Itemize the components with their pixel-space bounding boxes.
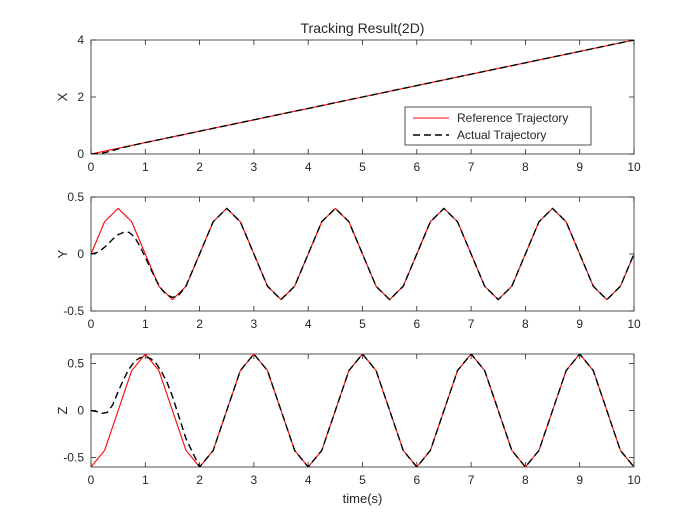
- y-axis-label: Y: [55, 249, 70, 258]
- chart-title: Tracking Result(2D): [301, 20, 425, 36]
- subplot-x: 0 1 2 3 4 5 6 7 8 9 10 0 2 4 X Tracking Result(2D) Refer…: [55, 20, 641, 174]
- y-tick-label: -0.5: [63, 451, 84, 465]
- plot-area: [91, 207, 634, 301]
- legend: Reference Trajectory Actual Trajectory: [404, 106, 592, 146]
- x-tick-label: 9: [576, 473, 583, 487]
- y-tick-label: 0: [77, 404, 84, 418]
- y-tick-label: 0.5: [67, 356, 84, 370]
- plot-area: [91, 40, 634, 154]
- x-tick-label: 9: [576, 317, 583, 331]
- x-tick-label: 9: [576, 160, 583, 174]
- series-line-actual-trajectory: [91, 207, 634, 301]
- y-tick-label: 0.5: [67, 190, 84, 204]
- legend-box: [404, 106, 592, 146]
- y-tick-label: 2: [77, 90, 84, 104]
- x-tick-label: 5: [359, 473, 366, 487]
- x-tick-label: 7: [468, 473, 475, 487]
- x-tick-label: 5: [359, 160, 366, 174]
- x-tick-label: 3: [251, 160, 258, 174]
- y-tick-label: 0: [77, 247, 84, 261]
- x-tick-label: 3: [251, 473, 258, 487]
- x-tick-label: 2: [196, 160, 203, 174]
- x-tick-label: 6: [413, 317, 420, 331]
- x-tick-label: 4: [305, 317, 312, 331]
- x-tick-label: 6: [413, 473, 420, 487]
- x-tick-label: 8: [522, 317, 529, 331]
- legend-label-actual-trajectory: Actual Trajectory: [457, 128, 546, 142]
- y-tick-label: -0.5: [63, 304, 84, 318]
- x-tick-label: 1: [142, 160, 149, 174]
- series-line-actual-trajectory: [91, 40, 634, 154]
- x-tick-label: 0: [88, 473, 95, 487]
- x-tick-label: 7: [468, 317, 475, 331]
- series-line-reference-trajectory: [91, 354, 634, 467]
- x-tick-label: 3: [251, 317, 258, 331]
- x-tick-label: 10: [627, 473, 641, 487]
- x-axis-label: time(s): [343, 491, 383, 506]
- x-tick-label: 4: [305, 473, 312, 487]
- y-tick-label: 4: [77, 33, 84, 47]
- plot-area: [91, 354, 634, 467]
- x-tick-label: 10: [627, 317, 641, 331]
- x-tick-label: 1: [142, 473, 149, 487]
- subplot-y: 0 1 2 3 4 5 6 7 8 9 10 -0.5 0 0.5 Y: [55, 190, 641, 331]
- x-tick-label: 2: [196, 317, 203, 331]
- x-tick-label: 0: [88, 160, 95, 174]
- x-tick-label: 10: [627, 160, 641, 174]
- x-tick-label: 5: [359, 317, 366, 331]
- x-tick-label: 0: [88, 317, 95, 331]
- x-tick-label: 4: [305, 160, 312, 174]
- x-tick-label: 8: [522, 160, 529, 174]
- y-axis-label: Z: [55, 406, 70, 414]
- y-axis-label: X: [55, 92, 70, 101]
- x-tick-label: 7: [468, 160, 475, 174]
- y-tick-label: 0: [77, 147, 84, 161]
- x-tick-label: 1: [142, 317, 149, 331]
- series-line-actual-trajectory: [91, 354, 634, 467]
- x-tick-label: 8: [522, 473, 529, 487]
- axes-box: [90, 353, 635, 468]
- x-tick-label: 6: [413, 160, 420, 174]
- x-tick-label: 2: [196, 473, 203, 487]
- legend-label-reference-trajectory: Reference Trajectory: [457, 111, 568, 125]
